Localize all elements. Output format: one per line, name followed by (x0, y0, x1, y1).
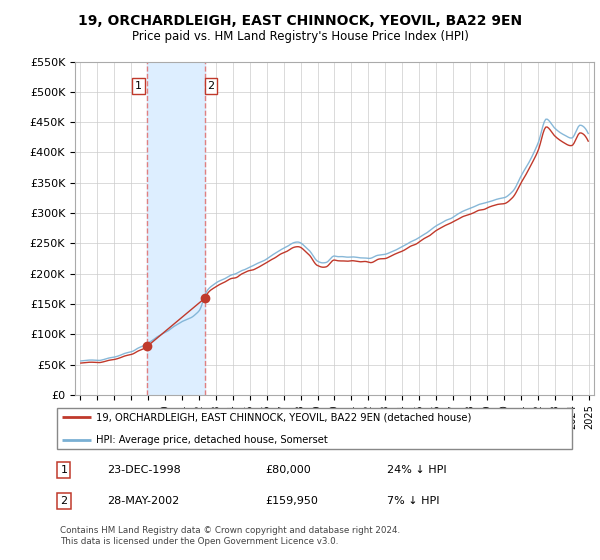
Text: 1: 1 (61, 465, 67, 475)
Text: 2: 2 (208, 81, 215, 91)
Text: £159,950: £159,950 (265, 496, 318, 506)
Text: 28-MAY-2002: 28-MAY-2002 (107, 496, 179, 506)
Text: 7% ↓ HPI: 7% ↓ HPI (386, 496, 439, 506)
FancyBboxPatch shape (56, 408, 572, 449)
Text: 24% ↓ HPI: 24% ↓ HPI (386, 465, 446, 475)
Text: 23-DEC-1998: 23-DEC-1998 (107, 465, 181, 475)
Bar (147, 62, 205, 395)
Text: £80,000: £80,000 (265, 465, 311, 475)
Text: 1: 1 (135, 81, 142, 91)
Text: 19, ORCHARDLEIGH, EAST CHINNOCK, YEOVIL, BA22 9EN (detached house): 19, ORCHARDLEIGH, EAST CHINNOCK, YEOVIL,… (96, 412, 471, 422)
Text: HPI: Average price, detached house, Somerset: HPI: Average price, detached house, Some… (96, 435, 328, 445)
Text: 2: 2 (61, 496, 67, 506)
Text: Price paid vs. HM Land Registry's House Price Index (HPI): Price paid vs. HM Land Registry's House … (131, 30, 469, 43)
Text: Contains HM Land Registry data © Crown copyright and database right 2024.
This d: Contains HM Land Registry data © Crown c… (60, 526, 400, 546)
Text: 19, ORCHARDLEIGH, EAST CHINNOCK, YEOVIL, BA22 9EN: 19, ORCHARDLEIGH, EAST CHINNOCK, YEOVIL,… (78, 14, 522, 28)
